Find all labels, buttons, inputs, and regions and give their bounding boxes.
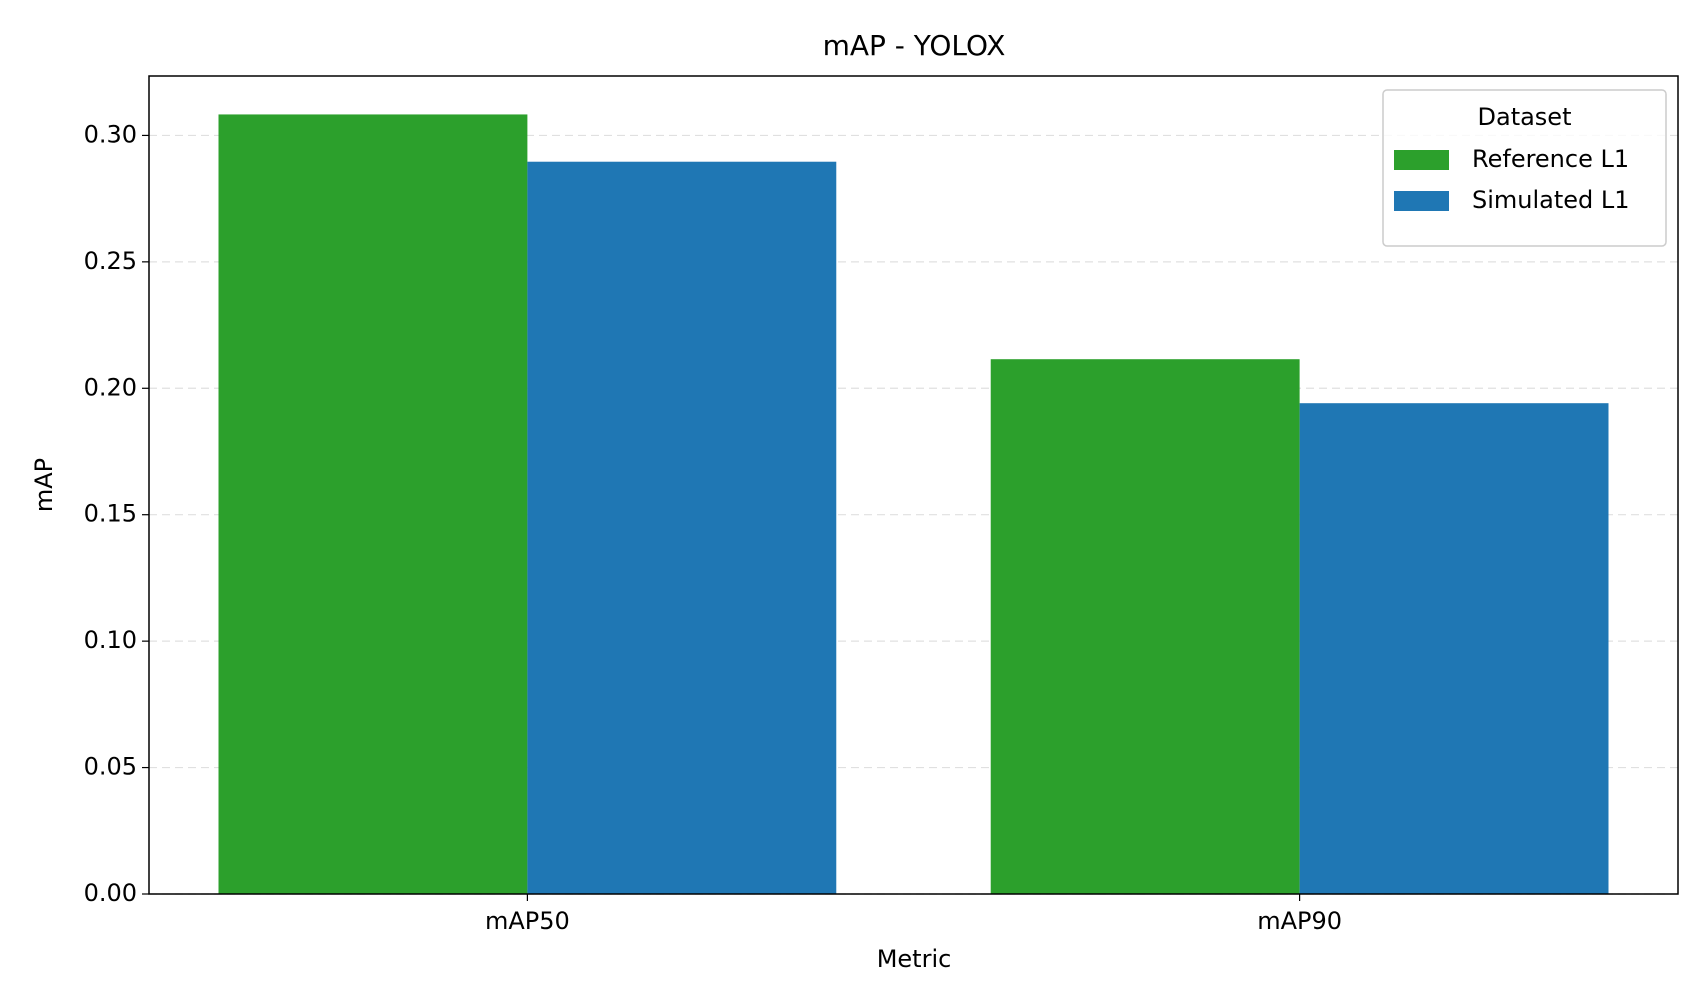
bar <box>1299 403 1609 894</box>
bar <box>990 359 1300 894</box>
y-tick-label: 0.10 <box>84 626 137 654</box>
legend-title: Dataset <box>1478 103 1572 131</box>
x-tick-label: mAP50 <box>485 907 570 935</box>
bar <box>218 114 528 894</box>
y-tick-label: 0.25 <box>84 247 137 275</box>
y-tick-label: 0.05 <box>84 753 137 781</box>
legend-box <box>1382 89 1667 247</box>
legend-swatch <box>1394 150 1449 170</box>
bar <box>527 161 837 895</box>
legend-label: Reference L1 <box>1472 145 1629 173</box>
legend-swatch <box>1394 191 1449 211</box>
y-tick-label: 0.30 <box>84 120 137 148</box>
legend-label: Simulated L1 <box>1472 186 1630 214</box>
y-axis-label: mAP <box>30 458 58 512</box>
y-tick-label: 0.00 <box>84 879 137 907</box>
plot-frame <box>148 75 1679 895</box>
y-tick-label: 0.15 <box>84 500 137 528</box>
y-tick-label: 0.20 <box>84 373 137 401</box>
chart-title: mAP - YOLOX <box>823 29 1006 62</box>
x-axis-label: Metric <box>877 945 952 973</box>
x-tick-label: mAP90 <box>1257 907 1342 935</box>
